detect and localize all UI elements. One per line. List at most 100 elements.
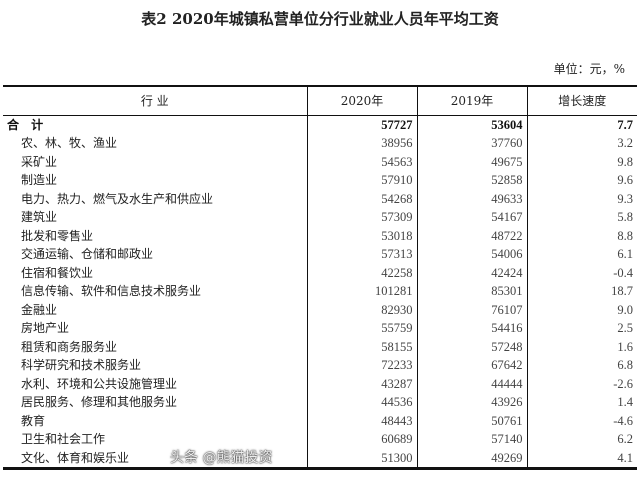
growth-rate: -0.4 [526, 263, 637, 282]
industry-name: 采矿业 [21, 154, 58, 169]
growth-rate: 2.5 [526, 319, 637, 338]
table-row: 金融业 82930 76107 9.0 [3, 300, 637, 319]
wage-2020: 82930 [306, 300, 417, 319]
industry-name: 住宿和餐饮业 [21, 265, 94, 280]
wage-2020: 55759 [306, 319, 417, 338]
table-row: 水利、环境和公共设施管理业 43287 44444 -2.6 [3, 374, 637, 393]
table-row: 采矿业 54563 49675 9.8 [3, 152, 637, 171]
industry-name: 合 计 [7, 117, 48, 132]
wage-2020: 38956 [306, 134, 417, 153]
industry-name: 水利、环境和公共设施管理业 [21, 376, 178, 391]
wage-2019: 57248 [416, 337, 527, 356]
wage-2019: 54006 [416, 245, 527, 264]
table-row: 租赁和商务服务业 58155 57248 1.6 [3, 337, 637, 356]
industry-name: 教育 [21, 413, 46, 428]
growth-rate: 7.7 [526, 115, 637, 134]
wage-2019: 76107 [416, 300, 527, 319]
table-title: 表2 2020年城镇私营单位分行业就业人员年平均工资 [141, 10, 499, 28]
table-row: 教育 48443 50761 -4.6 [3, 411, 637, 430]
growth-rate: 18.7 [526, 282, 637, 301]
wage-2019: 54167 [416, 208, 527, 227]
wage-2019: 43926 [416, 393, 527, 412]
table-row: 居民服务、修理和其他服务业 44536 43926 1.4 [3, 393, 637, 412]
wage-2019: 44444 [416, 374, 527, 393]
industry-name: 交通运输、仓储和邮政业 [21, 247, 154, 261]
wage-2020: 54563 [306, 152, 417, 171]
table-row: 住宿和餐饮业 42258 42424 -0.4 [3, 263, 637, 282]
growth-rate: 6.8 [526, 356, 637, 375]
wage-2020: 101281 [306, 282, 417, 301]
industry-name: 文化、体育和娱乐业 [3, 448, 307, 470]
growth-rate: 8.8 [526, 226, 637, 245]
wage-2019: 49633 [416, 189, 527, 208]
wage-2019: 57140 [416, 430, 527, 449]
industry-name: 建筑业 [21, 210, 58, 224]
industry-name: 信息传输、软件和信息技术服务业 [21, 284, 202, 298]
table-row: 房地产业 55759 54416 2.5 [3, 319, 637, 338]
wage-2020: 54268 [306, 189, 417, 208]
industry-name: 制造业 [21, 173, 58, 187]
growth-rate: 6.2 [526, 430, 637, 449]
total-row: 合 计 57727 53604 7.7 [3, 115, 637, 134]
wage-2020: 57309 [306, 208, 417, 227]
growth-rate: 5.8 [526, 208, 637, 227]
wage-2019: 50761 [416, 411, 527, 430]
growth-rate: -4.6 [526, 411, 637, 430]
unit-label: 单位：元，% [553, 62, 625, 76]
header-growth: 增长速度 [526, 85, 637, 116]
wage-2020: 43287 [306, 374, 417, 393]
wage-2020: 44536 [306, 393, 417, 412]
growth-rate: -2.6 [526, 374, 637, 393]
industry-name: 金融业 [21, 302, 58, 317]
table-row: 电力、热力、燃气及水生产和供应业 54268 49633 9.3 [3, 189, 637, 208]
industry-name: 居民服务、修理和其他服务业 [21, 395, 178, 409]
industry-name: 租赁和商务服务业 [21, 339, 118, 354]
table-row: 批发和零售业 53018 48722 8.8 [3, 226, 637, 245]
table-row: 文化、体育和娱乐业 51300 49269 4.1 [3, 448, 637, 470]
wage-2020: 42258 [306, 263, 417, 282]
table-row: 农、林、牧、渔业 38956 37760 3.2 [3, 134, 637, 153]
wage-2020: 72233 [306, 356, 417, 375]
growth-rate: 3.2 [526, 134, 637, 153]
industry-name: 房地产业 [21, 321, 70, 335]
wage-2020: 57910 [306, 171, 417, 190]
wage-2020: 60689 [306, 430, 417, 449]
wage-2019: 52858 [416, 171, 527, 190]
industry-name: 科学研究和技术服务业 [21, 358, 142, 372]
wage-2020: 51300 [306, 448, 417, 470]
table-row: 科学研究和技术服务业 72233 67642 6.8 [3, 356, 637, 375]
growth-rate: 1.4 [526, 393, 637, 412]
growth-rate: 1.6 [526, 337, 637, 356]
wage-2019: 85301 [416, 282, 527, 301]
industry-name: 电力、热力、燃气及水生产和供应业 [21, 191, 214, 206]
header-2020: 2020年 [306, 85, 417, 116]
growth-rate: 9.0 [526, 300, 637, 319]
wage-2020: 57313 [306, 245, 417, 264]
wage-2019: 49269 [416, 448, 527, 470]
industry-name: 卫生和社会工作 [21, 432, 106, 446]
growth-rate: 9.6 [526, 171, 637, 190]
growth-rate: 6.1 [526, 245, 637, 264]
wage-2020: 48443 [306, 411, 417, 430]
industry-name: 农、林、牧、渔业 [21, 136, 118, 150]
wage-2020: 58155 [306, 337, 417, 356]
wage-2019: 49675 [416, 152, 527, 171]
wage-2019: 53604 [416, 115, 527, 134]
wage-2019: 54416 [416, 319, 527, 338]
header-row: 行 业 2020年 2019年 增长速度 [3, 85, 637, 116]
wage-2019: 42424 [416, 263, 527, 282]
growth-rate: 9.8 [526, 152, 637, 171]
wage-2019: 67642 [416, 356, 527, 375]
table-row: 制造业 57910 52858 9.6 [3, 171, 637, 190]
industry-name: 批发和零售业 [21, 228, 94, 243]
wage-2020: 57727 [306, 115, 417, 134]
wage-2019: 37760 [416, 134, 527, 153]
table-row: 卫生和社会工作 60689 57140 6.2 [3, 430, 637, 449]
wage-2020: 53018 [306, 226, 417, 245]
table-row: 交通运输、仓储和邮政业 57313 54006 6.1 [3, 245, 637, 264]
growth-rate: 9.3 [526, 189, 637, 208]
header-industry: 行 业 [3, 85, 307, 116]
table-row: 建筑业 57309 54167 5.8 [3, 208, 637, 227]
wage-table: 行 业 2020年 2019年 增长速度 合 计 57727 53604 7.7… [3, 85, 637, 470]
header-2019: 2019年 [416, 85, 527, 116]
